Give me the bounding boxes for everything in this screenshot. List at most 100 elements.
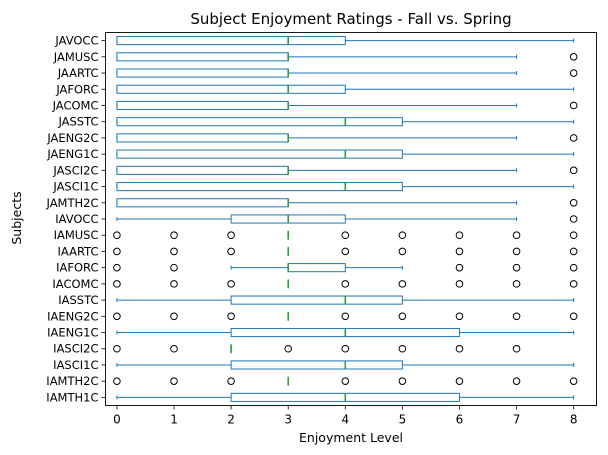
outlier-point: [341, 344, 350, 353]
outlier-point: [512, 377, 521, 385]
outlier-point: [170, 280, 178, 288]
outlier-point: [341, 280, 350, 288]
y-tick-label: JAENG2C: [46, 131, 98, 145]
outlier-point: [398, 344, 407, 353]
y-tick-label: IAFORC: [56, 261, 98, 275]
outlier-point: [455, 377, 464, 385]
box-iacomc: [113, 279, 578, 289]
outlier-point: [569, 166, 578, 175]
y-tick-label: IAENG1C: [47, 326, 98, 340]
y-tick-label: JASCI1C: [52, 180, 98, 194]
box-jaartc: [116, 68, 578, 78]
y-tick-label: JAMTH2C: [46, 196, 99, 210]
x-tick-label: 1: [170, 413, 178, 427]
y-tick-label: JAFORC: [55, 82, 98, 96]
outlier-point: [284, 344, 292, 353]
chart-title: Subject Enjoyment Ratings - Fall vs. Spr…: [190, 10, 511, 28]
outlier-point: [170, 344, 178, 353]
box-iasci1c: [116, 360, 575, 370]
y-axis-label: Subjects: [9, 191, 24, 244]
box-iasci2c: [113, 344, 521, 354]
outlier-point: [227, 377, 235, 385]
outlier-point: [569, 231, 578, 240]
y-axis: IAMTH1C IAMTH2C IASCI1C IASCI2C IAENG1C IAENG…: [46, 34, 106, 404]
outlier-point: [569, 215, 578, 223]
outlier-point: [170, 247, 178, 256]
outlier-point: [398, 247, 407, 256]
outlier-point: [113, 231, 121, 240]
outlier-point: [512, 312, 521, 321]
outlier-point: [455, 344, 464, 353]
outlier-point: [113, 344, 121, 353]
box-iamusc: [113, 230, 578, 240]
outlier-point: [113, 312, 121, 321]
outlier-point: [398, 377, 407, 385]
y-tick-label: JASSTC: [57, 115, 98, 129]
outlier-point: [170, 263, 178, 272]
box-javocc: [116, 36, 575, 46]
outlier-point: [569, 377, 578, 385]
outlier-point: [455, 231, 464, 240]
x-axis: 0 1 2 3 4 5 6 7 8: [113, 405, 578, 427]
outlier-point: [512, 231, 521, 240]
outlier-point: [512, 280, 521, 288]
box-body: [116, 36, 346, 46]
outlier-point: [455, 247, 464, 256]
outlier-point: [341, 231, 350, 240]
y-tick-label: IASSTC: [58, 293, 98, 307]
y-tick-label: IAENG2C: [47, 309, 98, 323]
outlier-point: [455, 280, 464, 288]
outlier-point: [569, 134, 578, 142]
outlier-point: [113, 263, 121, 272]
outlier-point: [227, 247, 235, 256]
box-iamth1c: [116, 392, 575, 402]
outlier-point: [227, 231, 235, 240]
y-tick-label: IASCI2C: [53, 342, 98, 356]
outlier-point: [455, 263, 464, 272]
x-tick-label: 8: [570, 413, 578, 427]
box-iaeng2c: [113, 311, 578, 321]
outlier-point: [113, 377, 121, 385]
x-tick-label: 7: [513, 413, 521, 427]
y-tick-label: IAMUSC: [54, 228, 99, 242]
y-tick-label: JAENG1C: [46, 147, 98, 161]
outlier-point: [398, 280, 407, 288]
outlier-point: [455, 312, 464, 321]
outlier-point: [227, 280, 235, 288]
y-tick-label: IASCI1C: [53, 358, 98, 372]
outlier-point: [341, 312, 350, 321]
outlier-point: [512, 263, 521, 272]
outlier-point: [569, 101, 578, 110]
outlier-point: [341, 377, 350, 385]
box-iaartc: [113, 246, 578, 256]
plot-area: [113, 36, 578, 402]
x-tick-label: 6: [456, 413, 464, 427]
y-tick-label: JASCI2C: [52, 163, 98, 177]
box-jasci1c: [116, 182, 575, 192]
box-iaforc: [113, 263, 578, 273]
x-tick-label: 2: [227, 413, 235, 427]
outlier-point: [512, 247, 521, 256]
y-tick-label: JAMUSC: [53, 50, 99, 64]
outlier-point: [113, 280, 121, 288]
box-jasci2c: [116, 165, 578, 175]
box-iamth2c: [113, 376, 578, 386]
x-tick-label: 0: [113, 413, 121, 427]
box-iavocc: [116, 214, 578, 224]
outlier-point: [113, 247, 121, 256]
box-body: [230, 360, 403, 370]
box-body: [116, 84, 346, 94]
outlier-point: [569, 198, 578, 207]
outlier-point: [569, 263, 578, 272]
x-tick-label: 4: [341, 413, 349, 427]
box-jacomc: [116, 100, 578, 111]
x-axis-label: Enjoyment Level: [299, 430, 403, 445]
outlier-point: [170, 312, 178, 321]
box-jaeng2c: [116, 133, 578, 143]
box-iaeng1c: [116, 327, 575, 338]
outlier-point: [398, 231, 407, 240]
box-body: [230, 295, 403, 305]
box-jamusc: [116, 52, 578, 62]
outlier-point: [398, 312, 407, 321]
